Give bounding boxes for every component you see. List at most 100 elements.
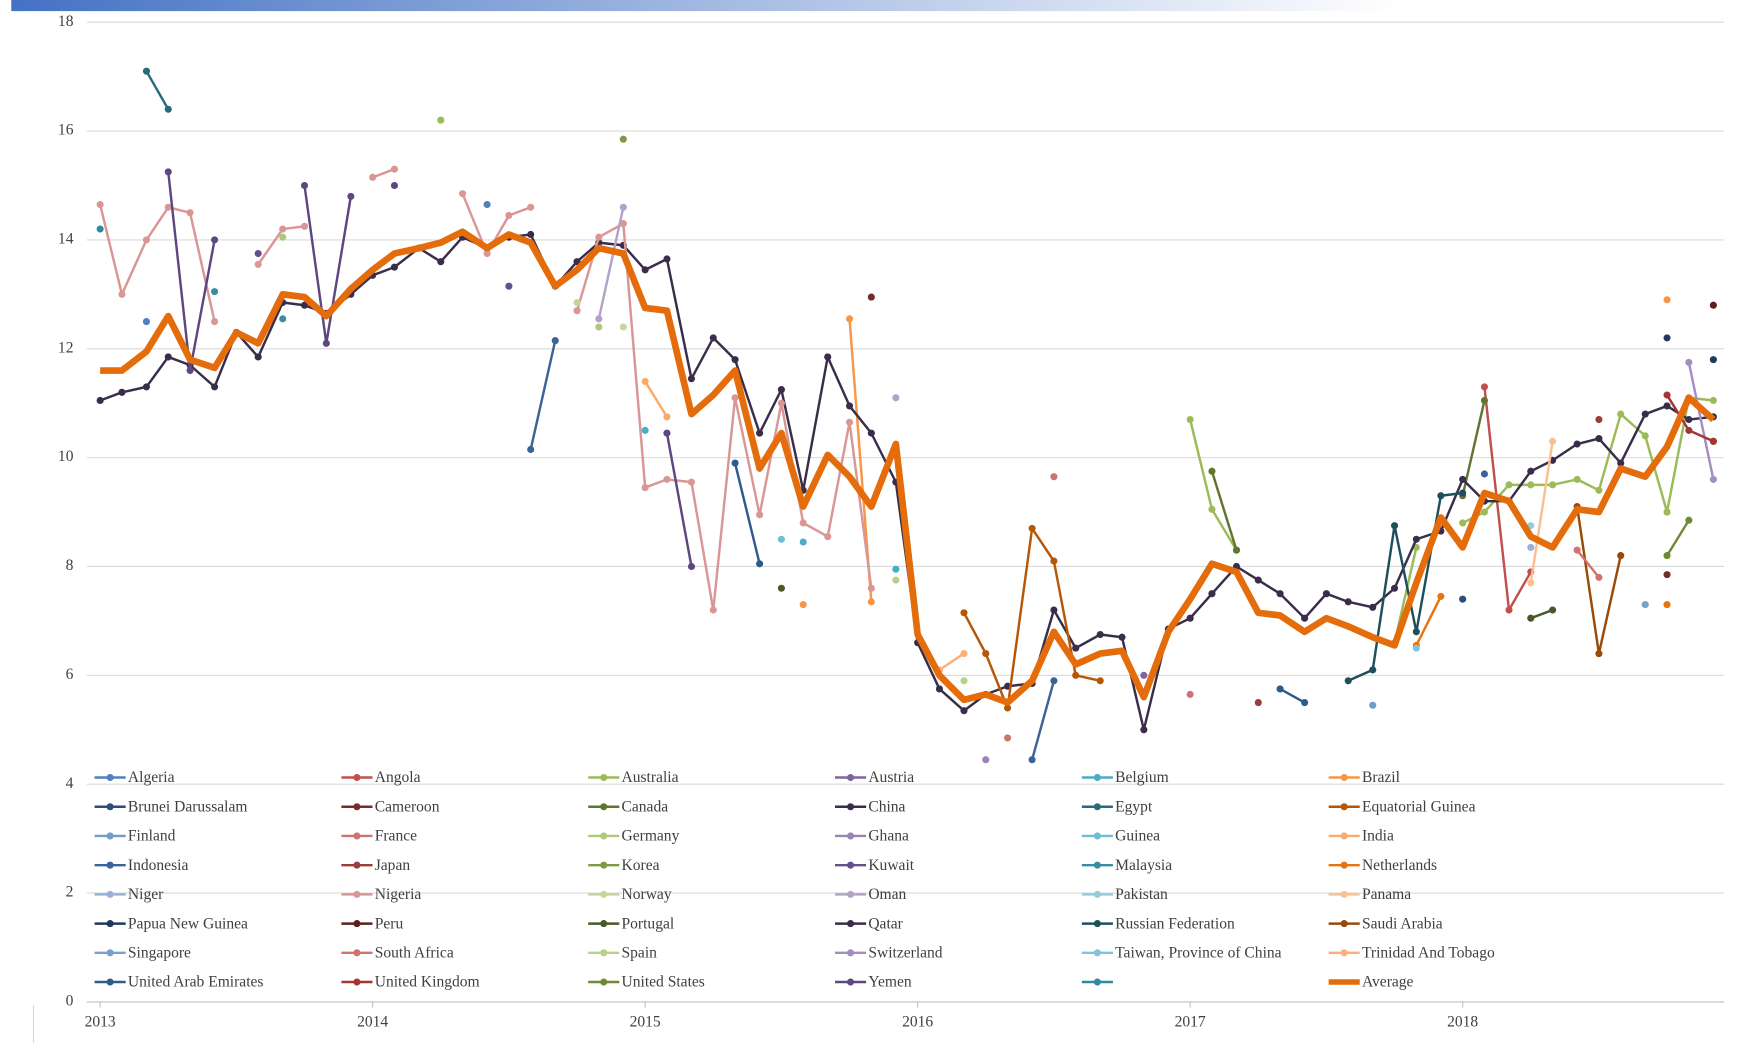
series-line xyxy=(938,652,965,671)
data-point xyxy=(1595,486,1603,494)
series-line xyxy=(665,432,693,567)
data-point xyxy=(1254,576,1262,584)
series-line xyxy=(167,171,216,372)
data-point xyxy=(254,260,262,268)
legend-marker xyxy=(600,803,608,811)
data-point xyxy=(1663,601,1671,609)
data-point xyxy=(1096,677,1104,685)
data-point xyxy=(1369,603,1377,611)
legend-marker xyxy=(106,773,114,782)
legend-marker xyxy=(106,803,114,811)
legend-marker xyxy=(106,978,114,986)
data-point xyxy=(867,429,875,437)
data-point xyxy=(1685,426,1693,434)
legend-label: Nigeria xyxy=(375,886,422,903)
data-point xyxy=(1617,410,1625,418)
legend-marker xyxy=(1340,803,1348,811)
legend-marker xyxy=(1093,920,1101,928)
legend-marker xyxy=(106,890,114,898)
data-point xyxy=(211,318,219,326)
data-point xyxy=(845,418,854,426)
data-point xyxy=(369,173,377,181)
x-tick-label: 2017 xyxy=(1175,1014,1206,1031)
legend-label: India xyxy=(1362,828,1394,845)
legend-label: Guinea xyxy=(1115,828,1160,845)
data-point xyxy=(142,67,151,75)
data-point xyxy=(1641,410,1649,418)
data-point xyxy=(641,484,649,492)
data-point xyxy=(1072,671,1080,679)
x-tick-label: 2018 xyxy=(1447,1014,1478,1031)
data-point xyxy=(595,233,603,241)
data-point xyxy=(960,650,968,658)
data-point xyxy=(96,200,104,209)
y-tick-label: 18 xyxy=(58,13,74,30)
legend-marker xyxy=(600,920,608,928)
legend-marker xyxy=(1093,949,1101,957)
data-point xyxy=(527,203,535,211)
legend-label: Brazil xyxy=(1362,769,1401,786)
data-point xyxy=(1344,598,1352,606)
series-line xyxy=(98,204,216,322)
plot xyxy=(96,67,1717,764)
data-point xyxy=(1709,437,1717,445)
y-tick-label: 14 xyxy=(58,230,74,247)
data-point xyxy=(573,307,581,315)
legend-label: Portugal xyxy=(622,915,675,932)
data-point xyxy=(687,562,696,571)
legend-label: China xyxy=(868,798,905,815)
data-point xyxy=(483,200,491,209)
data-point xyxy=(1595,650,1603,658)
axis-labels: 0 2 4 6 8 10 12 14 16 18 2013 2014 2015 2016 2017 2018 xyxy=(58,13,1479,1031)
data-point xyxy=(459,190,467,198)
data-point xyxy=(390,263,398,271)
data-point xyxy=(1276,590,1284,598)
legend-marker xyxy=(106,920,114,928)
data-point xyxy=(756,511,764,519)
data-point xyxy=(1412,644,1420,652)
data-point xyxy=(300,301,309,309)
data-point xyxy=(186,366,194,375)
y-tick-label: 4 xyxy=(66,775,74,792)
legend-marker xyxy=(353,832,361,840)
data-point xyxy=(619,203,627,211)
data-point xyxy=(211,236,219,244)
legend-marker xyxy=(353,861,361,869)
series-line xyxy=(1529,441,1554,583)
data-point xyxy=(777,399,785,407)
data-point xyxy=(1096,630,1104,639)
legend-label: Qatar xyxy=(868,915,903,932)
data-point xyxy=(756,429,764,437)
legend-marker xyxy=(106,832,114,840)
legend-marker xyxy=(1340,920,1348,928)
data-point xyxy=(1641,601,1649,609)
data-point xyxy=(663,413,671,421)
data-point xyxy=(799,519,807,527)
data-point xyxy=(1663,296,1671,304)
legend-marker xyxy=(847,949,855,957)
series-line xyxy=(303,185,353,345)
data-point xyxy=(1505,481,1513,489)
data-point xyxy=(118,388,126,396)
legend: Algeria Angola Australia Austria Belgium Braz… xyxy=(94,769,1495,991)
data-point xyxy=(279,225,287,233)
data-point xyxy=(1322,590,1330,598)
data-point xyxy=(731,394,739,402)
legend-marker xyxy=(600,890,608,898)
legend-marker xyxy=(1093,861,1101,869)
legend-label: Papua New Guinea xyxy=(128,915,248,932)
series-line xyxy=(733,462,761,565)
data-point xyxy=(390,181,398,190)
y-tick-label: 16 xyxy=(58,122,74,139)
series-line xyxy=(100,228,1716,706)
legend-label: Finland xyxy=(128,828,176,845)
data-point xyxy=(254,353,262,361)
data-point xyxy=(211,383,219,391)
data-point xyxy=(118,290,126,298)
data-point xyxy=(96,396,104,405)
legend-label: Oman xyxy=(868,886,906,903)
legend-marker xyxy=(1340,832,1348,840)
legend-label: Spain xyxy=(622,944,658,961)
data-point xyxy=(1641,432,1649,440)
legend-marker xyxy=(1093,832,1101,840)
